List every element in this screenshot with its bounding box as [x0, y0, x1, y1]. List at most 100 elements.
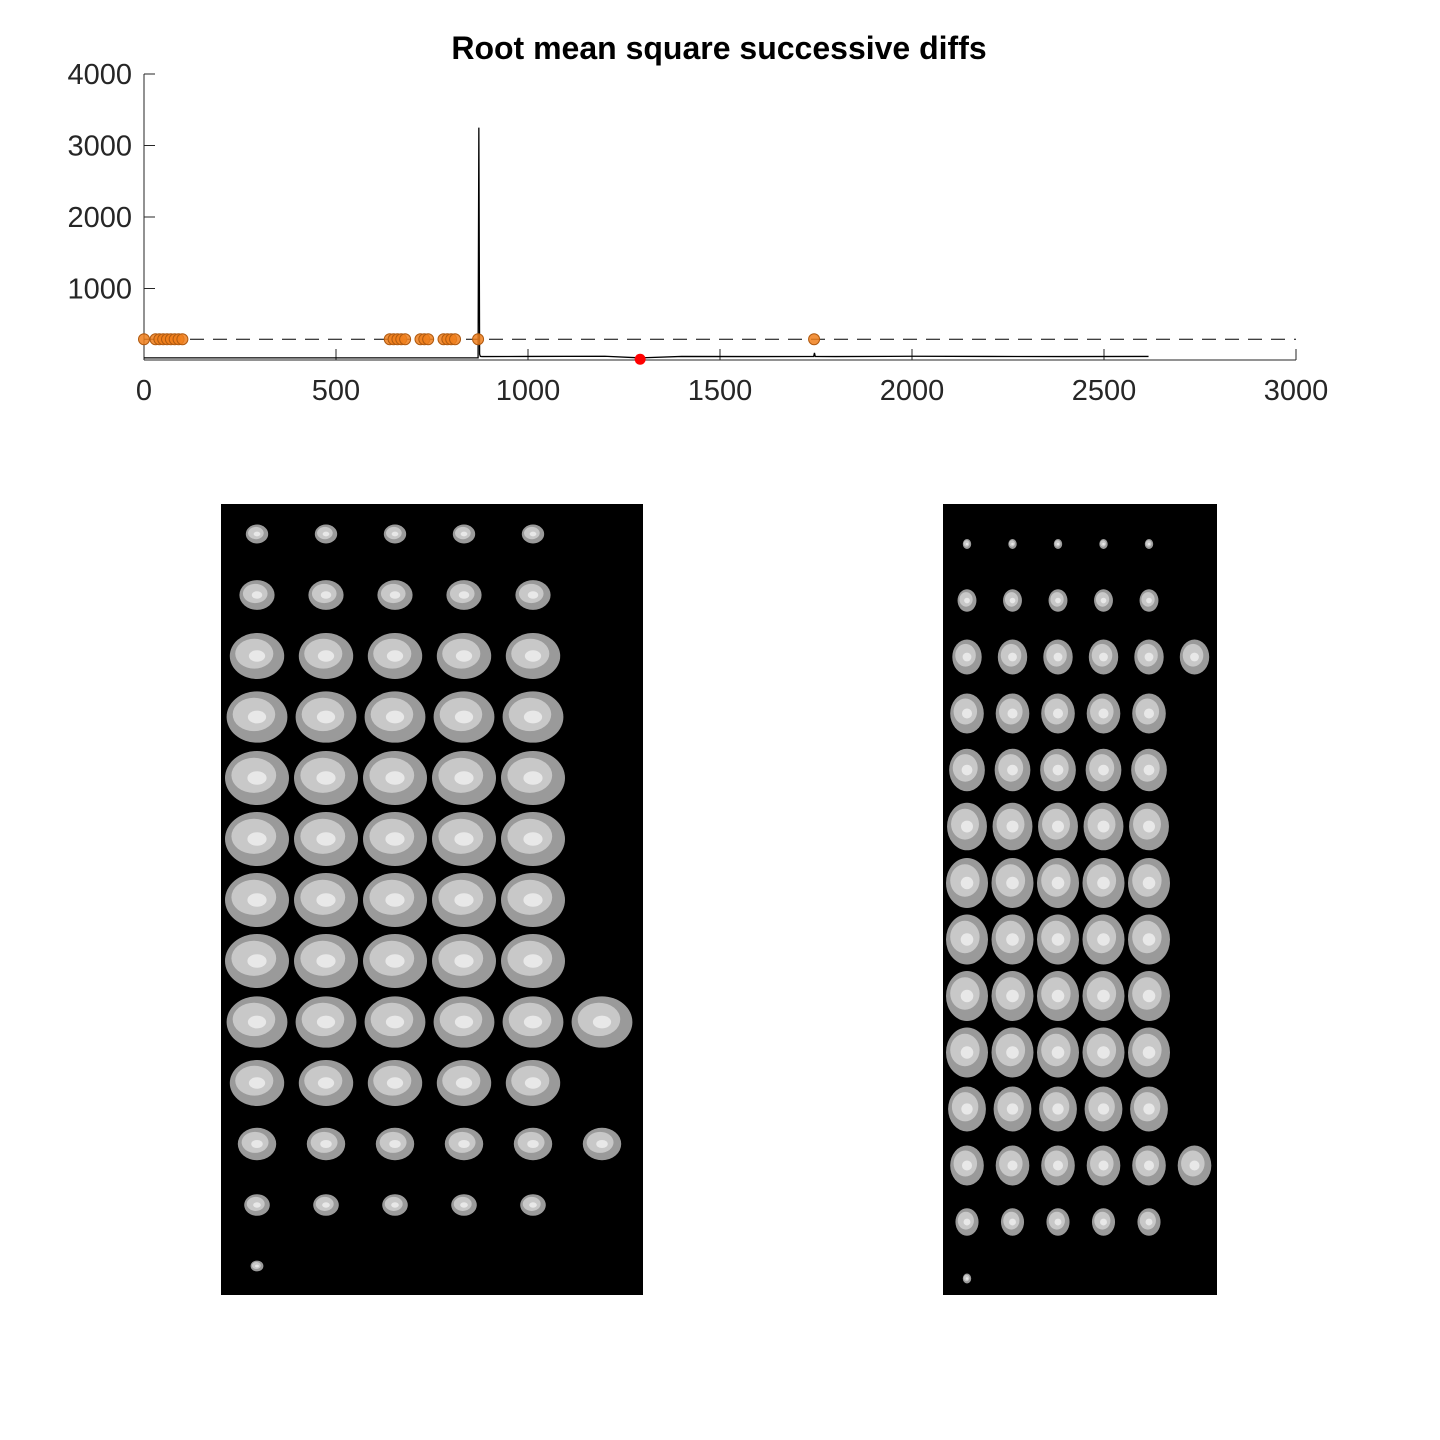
axial-brain-slice — [1037, 914, 1079, 965]
axial-brain-slice — [1037, 858, 1079, 908]
axial-brain-slice — [991, 858, 1034, 908]
sagittal-brain-slice — [367, 1060, 423, 1106]
axial-brain-slice — [1130, 1086, 1168, 1132]
sagittal-brain-slice — [582, 1127, 622, 1161]
sagittal-brain-slice — [294, 873, 358, 927]
x-tick-label: 1000 — [496, 375, 561, 407]
sagittal-brain-slice — [313, 1194, 339, 1216]
sagittal-brain-slice — [513, 1127, 553, 1161]
axial-brain-slice — [948, 1086, 986, 1132]
sagittal-brain-slice — [237, 1127, 277, 1161]
sagittal-brain-slice — [432, 812, 496, 866]
axial-brain-slice — [946, 858, 988, 908]
rmssd-series-line — [144, 127, 1149, 359]
sagittal-brain-slice — [294, 751, 358, 805]
sagittal-brain-slice — [294, 812, 358, 866]
axial-brain-slice — [1082, 858, 1125, 908]
axial-brain-slice — [1091, 1208, 1116, 1236]
sagittal-brain-slice — [375, 1127, 415, 1161]
sagittal-brain-slice — [571, 996, 633, 1048]
sagittal-brain-slice — [250, 1260, 264, 1272]
axial-brain-slice — [1008, 539, 1017, 549]
axial-brain-slice — [1128, 858, 1170, 908]
axial-brain-slice — [1128, 914, 1170, 965]
sagittal-brain-slice — [229, 633, 285, 679]
sagittal-brain-slice — [363, 873, 427, 927]
axial-brain-slice — [957, 589, 977, 612]
outlier-point — [808, 333, 821, 346]
axial-brain-slice — [1088, 639, 1119, 675]
axial-brain-slice — [997, 639, 1028, 675]
sagittal-brain-slice — [244, 1194, 270, 1216]
sagittal-brain-slice — [501, 751, 565, 805]
sagittal-brain-slice — [295, 996, 357, 1048]
sagittal-brain-slice — [515, 580, 551, 610]
sagittal-brain-slice — [451, 1194, 477, 1216]
x-tick-label: 1500 — [688, 375, 753, 407]
sagittal-brain-slice — [433, 996, 495, 1048]
sagittal-brain-slice — [306, 1127, 346, 1161]
sagittal-brain-slice — [363, 812, 427, 866]
sagittal-brain-slice — [226, 691, 288, 743]
axial-brain-slice — [1039, 1086, 1077, 1132]
outlier-point — [472, 333, 485, 346]
rmssd-chart: Root mean square successive diffs 0 500 10… — [67, 30, 1329, 407]
x-tick-label: 500 — [312, 375, 360, 407]
outlier-point — [138, 333, 150, 346]
x-tick-label: 2500 — [1072, 375, 1137, 407]
sagittal-brain-slice — [432, 873, 496, 927]
sagittal-brain-slice — [502, 996, 564, 1048]
sagittal-brain-slice — [363, 751, 427, 805]
axial-brain-slice — [950, 1145, 984, 1186]
x-tick-label: 2000 — [880, 375, 945, 407]
axial-brain-slice — [1134, 639, 1164, 675]
sagittal-brain-slice — [245, 524, 269, 544]
axial-brain-slice — [1099, 539, 1108, 549]
axial-brain-slice — [1128, 971, 1170, 1021]
sagittal-brain-slice — [433, 691, 495, 743]
axial-brain-slice — [1137, 1208, 1161, 1236]
axial-brain-slice — [950, 693, 984, 734]
axial-brain-slice — [991, 914, 1034, 965]
sagittal-brain-slice — [363, 934, 427, 988]
axial-brain-slice — [1131, 748, 1167, 792]
sagittal-brain-slice — [436, 633, 492, 679]
axial-brain-slice — [962, 1273, 972, 1284]
axial-brain-slice — [1132, 693, 1166, 734]
axial-brain-slice — [1086, 693, 1121, 734]
axial-brain-slice — [1132, 1145, 1166, 1186]
x-tick-label: 3000 — [1264, 375, 1329, 407]
axial-brain-slice — [995, 1145, 1030, 1186]
axial-brain-slice — [946, 914, 988, 965]
axial-brain-slice — [1037, 1027, 1079, 1078]
sagittal-brain-slice — [521, 524, 545, 544]
sagittal-brain-slice — [294, 934, 358, 988]
sagittal-brain-slice — [298, 633, 354, 679]
sagittal-brain-slice — [225, 873, 289, 927]
sagittal-brain-slice — [505, 633, 561, 679]
sagittal-brain-slice — [225, 934, 289, 988]
sagittal-brain-slice — [501, 873, 565, 927]
sagittal-brain-slice — [446, 580, 482, 610]
y-tick-label: 4000 — [67, 59, 132, 91]
axial-brain-slice — [994, 748, 1031, 792]
sagittal-brain-slice — [432, 751, 496, 805]
axial-brain-slice — [1082, 914, 1125, 965]
axial-brain-slice — [1139, 589, 1159, 612]
plot-area — [138, 127, 1296, 365]
axial-brain-slice — [995, 693, 1030, 734]
axial-brain-slice — [1179, 639, 1210, 675]
sagittal-brain-slice — [452, 524, 476, 544]
sagittal-brain-slice — [229, 1060, 285, 1106]
sagittal-brain-slice — [382, 1194, 408, 1216]
sagittal-brain-slice — [226, 996, 288, 1048]
axial-brain-slice — [962, 539, 972, 549]
current-point — [634, 353, 646, 365]
outlier-point — [176, 333, 189, 346]
sagittal-brain-slice — [225, 812, 289, 866]
outlier-point — [422, 333, 435, 346]
sagittal-brain-slice — [377, 580, 413, 610]
sagittal-brain-slice — [367, 633, 423, 679]
sagittal-brain-slice — [502, 691, 564, 743]
axial-brain-slice — [1082, 971, 1125, 1021]
